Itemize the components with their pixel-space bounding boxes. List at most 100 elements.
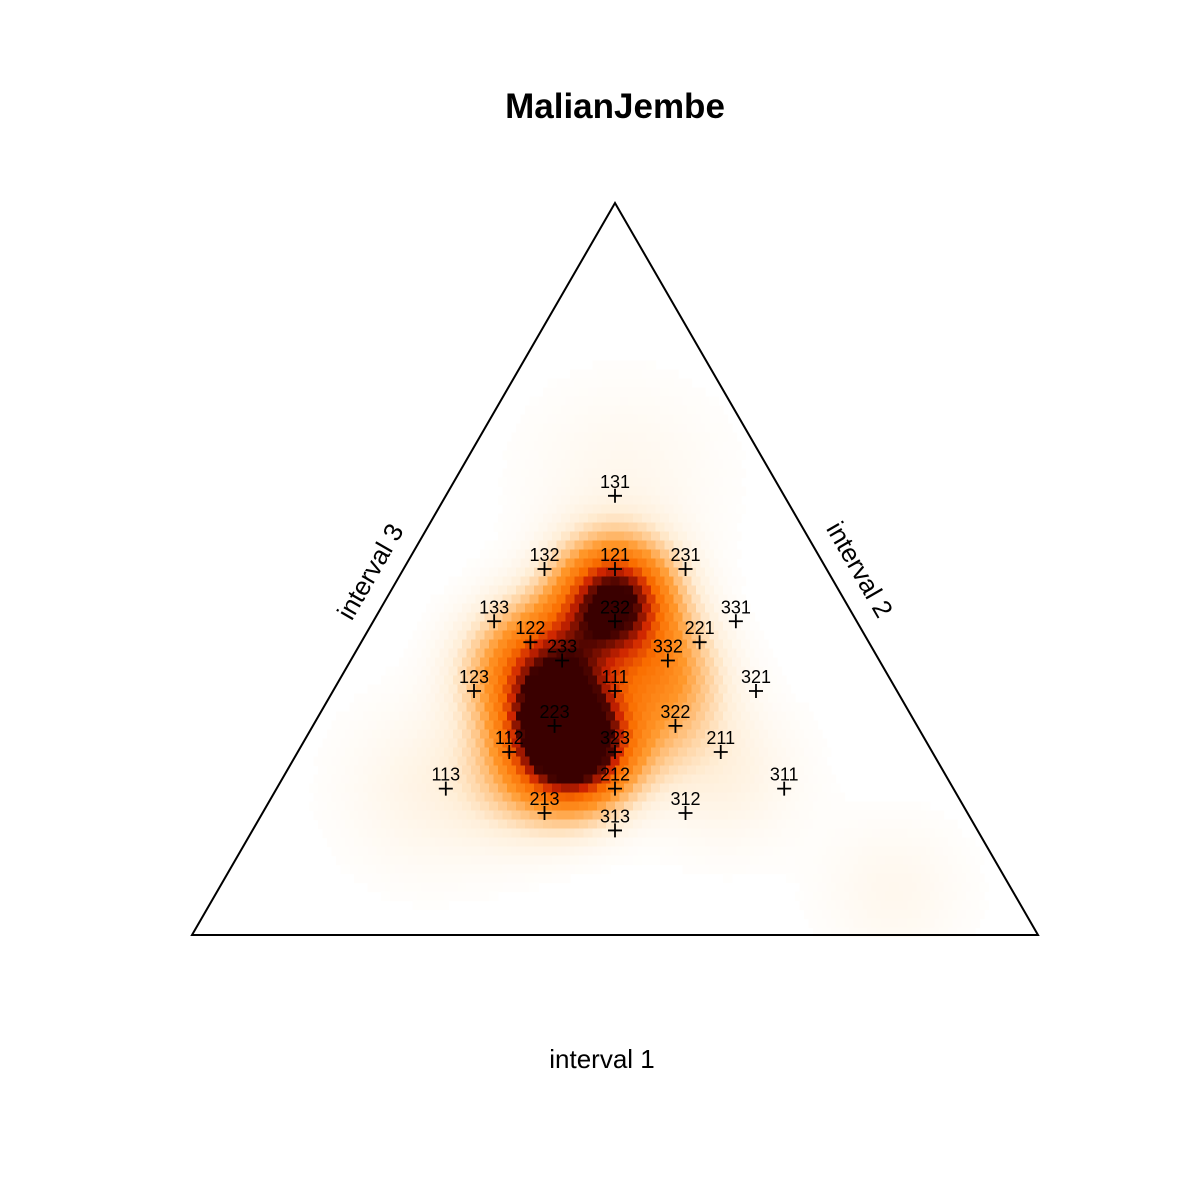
density-cell <box>372 801 382 812</box>
density-cell <box>552 513 562 524</box>
density-cell <box>862 882 873 893</box>
density-cell <box>637 612 648 623</box>
density-cell <box>552 819 562 830</box>
density-cell <box>565 576 576 587</box>
point-label: 131 <box>600 472 630 492</box>
density-cell <box>453 711 463 722</box>
density-cell <box>849 891 859 902</box>
density-cell <box>565 738 576 749</box>
density-cell <box>709 612 720 623</box>
density-cell <box>939 927 949 938</box>
point-113: 113 <box>431 765 460 796</box>
density-cell <box>606 495 616 506</box>
density-cell <box>655 576 666 587</box>
density-cell <box>880 846 891 857</box>
density-cell <box>534 747 544 758</box>
density-cell <box>588 819 598 830</box>
density-cell <box>687 585 697 596</box>
density-cell <box>547 792 558 803</box>
density-cell <box>498 729 508 740</box>
density-cell <box>570 747 580 758</box>
density-cell <box>759 693 769 704</box>
density-cell <box>880 882 891 893</box>
density-cell <box>628 558 639 569</box>
density-cell <box>741 675 751 686</box>
density-cell <box>502 594 513 605</box>
density-cell <box>669 675 679 686</box>
density-cell <box>786 855 796 866</box>
density-cell <box>610 756 621 767</box>
density-cell <box>358 864 369 875</box>
density-cell <box>394 774 405 785</box>
density-cell <box>655 810 666 821</box>
density-cell <box>565 648 576 659</box>
density-cell <box>498 657 508 668</box>
density-cell <box>633 855 643 866</box>
density-cell <box>588 567 598 578</box>
density-cell <box>633 675 643 686</box>
density-cell <box>727 810 738 821</box>
density-cell <box>903 801 913 812</box>
density-cell <box>543 819 553 830</box>
point-marker <box>777 781 792 796</box>
density-cell <box>534 873 544 884</box>
density-cell <box>588 639 598 650</box>
density-cell <box>597 405 607 416</box>
density-cell <box>696 621 706 632</box>
density-cell <box>556 756 567 767</box>
density-cell <box>471 567 481 578</box>
density-cell <box>619 414 630 425</box>
density-cell <box>831 783 841 794</box>
density-cell <box>619 774 630 785</box>
density-cell <box>705 423 715 434</box>
density-cell <box>466 846 477 857</box>
density-cell <box>732 765 742 776</box>
density-cell <box>682 504 693 515</box>
density-cell <box>871 882 882 893</box>
density-cell <box>723 621 733 632</box>
density-cell <box>790 864 801 875</box>
density-cell <box>444 603 454 614</box>
density-cell <box>624 477 634 488</box>
density-cell <box>772 756 783 767</box>
density-cell <box>583 756 594 767</box>
density-cell <box>979 882 990 893</box>
density-cell <box>727 450 738 461</box>
density-cell <box>741 657 751 668</box>
density-cell <box>628 792 639 803</box>
density-cell <box>741 603 751 614</box>
density-cell <box>583 810 594 821</box>
density-cell <box>340 846 351 857</box>
density-cell <box>430 882 441 893</box>
density-cell <box>646 594 657 605</box>
density-cell <box>547 396 558 407</box>
density-cell <box>624 855 634 866</box>
density-cell <box>907 828 918 839</box>
density-cell <box>421 666 432 677</box>
density-cell <box>705 603 715 614</box>
density-cell <box>417 855 427 866</box>
density-cell <box>385 828 396 839</box>
density-cell <box>759 711 769 722</box>
density-heatmap <box>309 360 990 938</box>
density-cell <box>903 891 913 902</box>
density-cell <box>520 882 531 893</box>
density-cell <box>511 684 522 695</box>
density-cell <box>511 612 522 623</box>
density-cell <box>610 522 621 533</box>
density-cell <box>759 657 769 668</box>
density-cell <box>547 756 558 767</box>
density-cell <box>916 864 927 875</box>
density-cell <box>871 864 882 875</box>
density-cell <box>399 747 409 758</box>
density-cell <box>939 909 949 920</box>
density-cell <box>619 756 630 767</box>
density-cell <box>912 837 922 848</box>
density-cell <box>849 837 859 848</box>
density-cell <box>691 432 702 443</box>
density-cell <box>403 828 414 839</box>
density-cell <box>610 468 621 479</box>
density-cell <box>597 693 607 704</box>
density-cell <box>660 513 670 524</box>
density-cell <box>588 783 598 794</box>
